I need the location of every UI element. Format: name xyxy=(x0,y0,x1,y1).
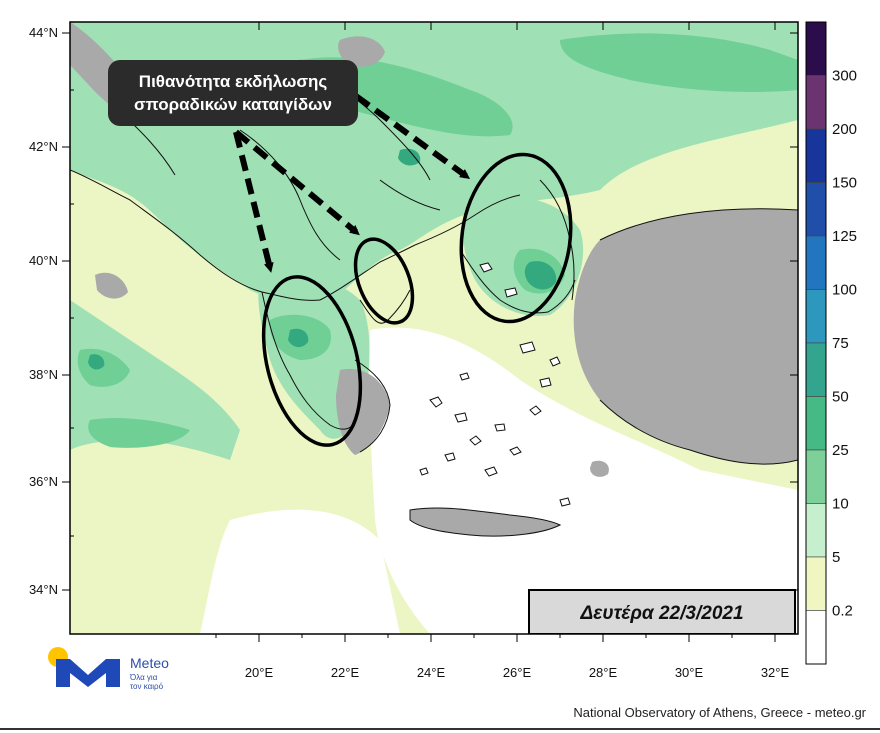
lon-label-32e: 32°E xyxy=(761,665,790,680)
arrow-to-chalkidiki xyxy=(234,129,360,236)
lon-label-26e: 26°E xyxy=(503,665,532,680)
plot-frame xyxy=(69,21,799,635)
colorbar-label: 50 xyxy=(832,389,849,406)
lon-label-30e: 30°E xyxy=(675,665,704,680)
precip-cell-4 xyxy=(398,148,421,166)
map-plot-area: Πιθανότητα εκδήλωσης σποραδικών καταιγίδ… xyxy=(70,22,798,634)
colorbar-swatch xyxy=(805,610,827,665)
lat-label-40n: 40°N xyxy=(29,253,58,268)
annotation-arrows xyxy=(233,93,471,273)
bottom-rule xyxy=(0,728,880,730)
aegean-islands xyxy=(419,262,571,507)
lon-label-28e: 28°E xyxy=(589,665,618,680)
annotation-box: Πιθανότητα εκδήλωσης σποραδικών καταιγίδ… xyxy=(108,60,358,126)
lon-label-20e: 20°E xyxy=(245,665,274,680)
colorbar-swatch xyxy=(805,556,827,611)
gray-rhodes xyxy=(590,460,609,477)
annotation-line-2: σποραδικών καταιγίδων xyxy=(134,95,332,114)
annotation-line-1: Πιθανότητα εκδήλωσης xyxy=(139,72,328,91)
colorbar-label: 5 xyxy=(832,549,840,566)
colorbar-label: 25 xyxy=(832,442,849,459)
gray-crete xyxy=(410,507,560,537)
colorbar: 300 200 150 125 100 75 50 25 10 5 0.2 xyxy=(805,21,857,665)
colorbar-label: 200 xyxy=(832,121,857,138)
colorbar-label: 0.2 xyxy=(832,603,853,620)
precip-streak-2 xyxy=(560,33,798,92)
date-label-box: Δευτέρα 22/3/2021 xyxy=(528,589,796,634)
precip-cell-2 xyxy=(288,328,309,348)
colorbar-label: 125 xyxy=(832,228,857,245)
ellipse-western-greece xyxy=(261,275,363,447)
logo-tagline-line-1: Όλα για xyxy=(130,673,158,682)
logo-tagline-line-2: τον καιρό xyxy=(130,682,164,691)
lat-label-42n: 42°N xyxy=(29,139,58,154)
colorbar-label: 100 xyxy=(832,282,857,299)
longitude-axis xyxy=(215,22,776,642)
colorbar-swatch xyxy=(805,342,827,397)
ellipse-northeast-aegean xyxy=(459,152,573,324)
colorbar-swatch xyxy=(805,396,827,451)
lon-label-24e: 24°E xyxy=(417,665,446,680)
precip-cell-3 xyxy=(88,354,105,370)
colorbar-swatch xyxy=(805,289,827,344)
logo-tagline: Όλα για τον καιρό xyxy=(130,673,190,691)
date-label: Δευτέρα 22/3/2021 xyxy=(579,603,743,624)
colorbar-label: 75 xyxy=(832,335,849,352)
colorbar-swatch xyxy=(805,235,827,290)
colorbar-swatch xyxy=(805,128,827,183)
gray-land-anatolia xyxy=(573,208,798,465)
precip-streak-5 xyxy=(88,418,190,448)
lat-label-38n: 38°N xyxy=(29,367,58,382)
colorbar-frame xyxy=(805,21,827,665)
dry-area-south xyxy=(200,509,400,634)
ellipse-chalkidiki xyxy=(353,237,415,325)
meteo-logo: Meteo Όλα για τον καιρό xyxy=(42,643,202,693)
colorbar-label: 10 xyxy=(832,496,849,513)
storm-zone-ellipses xyxy=(261,152,573,447)
lat-label-34n: 34°N xyxy=(29,582,58,597)
credit-line: National Observatory of Athens, Greece -… xyxy=(573,705,866,720)
dry-area-aegean xyxy=(369,327,798,634)
lon-label-22e: 22°E xyxy=(331,665,360,680)
gray-south-italy xyxy=(95,272,128,299)
logo-m-icon xyxy=(56,659,120,687)
lat-label-44n: 44°N xyxy=(29,25,58,40)
logo-name: Meteo xyxy=(130,655,169,671)
colorbar-swatch xyxy=(805,503,827,558)
colorbar-swatch xyxy=(805,75,827,130)
lat-label-36n: 36°N xyxy=(29,474,58,489)
colorbar-label: 150 xyxy=(832,175,857,192)
colorbar-label: 300 xyxy=(832,68,857,85)
colorbar-swatch xyxy=(805,21,827,76)
latitude-axis xyxy=(62,32,798,591)
gray-land-bulgaria xyxy=(338,36,385,67)
colorbar-swatch xyxy=(805,449,827,504)
colorbar-swatch xyxy=(805,182,827,237)
precip-cell-1 xyxy=(524,261,557,290)
